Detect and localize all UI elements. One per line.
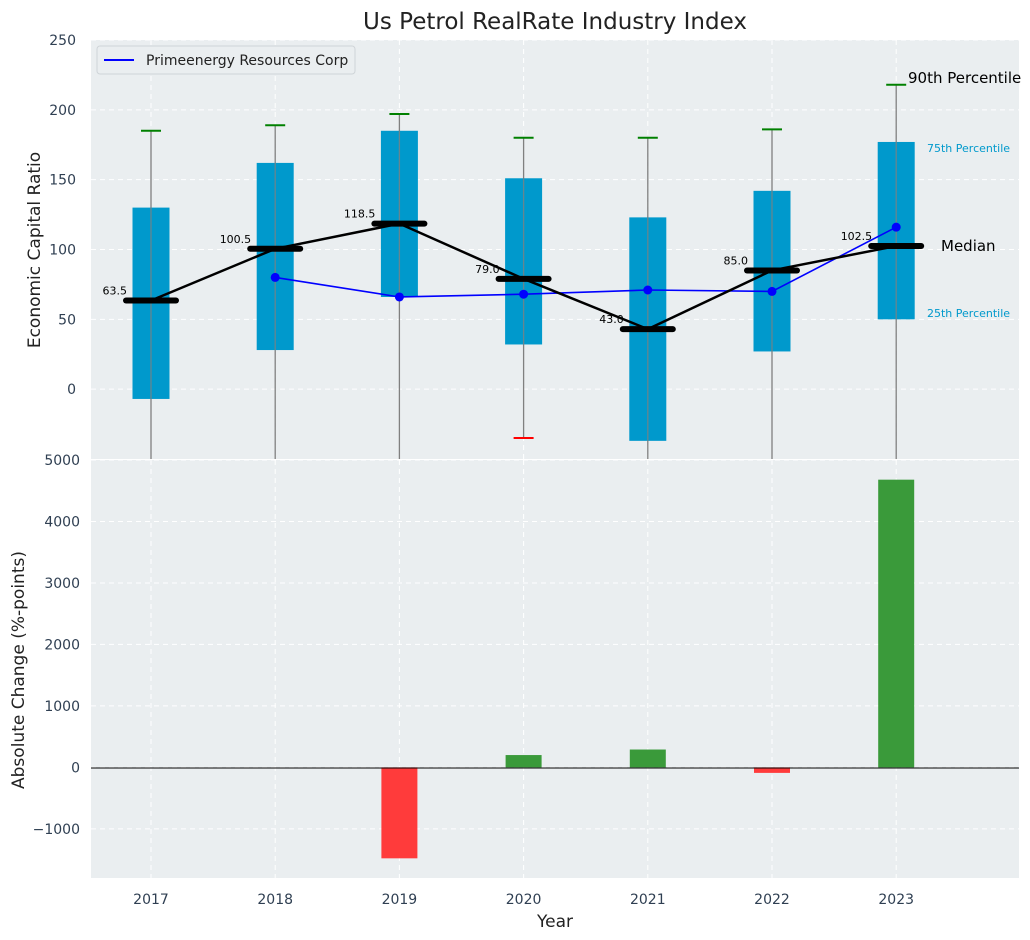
- x-tick-label: 2017: [133, 892, 169, 908]
- company-series: [270, 222, 901, 302]
- legend-label: Primeenergy Resources Corp: [146, 53, 348, 69]
- y-tick-label: 1000: [44, 699, 80, 715]
- chart-title: Us Petrol RealRate Industry Index: [363, 9, 747, 35]
- legend: Primeenergy Resources Corp: [96, 45, 356, 75]
- top-y-axis-label: Economic Capital Ratio: [25, 152, 45, 348]
- y-tick-label: 0: [71, 760, 80, 776]
- median-value-label: 85.0: [724, 254, 749, 267]
- y-tick-label: 0: [67, 382, 76, 398]
- x-ticks: 2017 2018 2019 2020 2021 2022 2023: [133, 892, 914, 908]
- y-tick-label: 250: [49, 33, 76, 49]
- x-tick-label: 2022: [754, 892, 790, 908]
- y-tick-label: 2000: [44, 637, 80, 653]
- median-trend-line: [150, 222, 897, 331]
- x-tick-label: 2020: [506, 892, 542, 908]
- company-series-point: [394, 292, 404, 302]
- box-2020: 79.0: [475, 136, 552, 440]
- change-bar-2021: [629, 749, 666, 768]
- y-tick-label: 3000: [44, 576, 80, 592]
- y-tick-label: 5000: [44, 453, 80, 469]
- y-tick-label: 150: [49, 173, 76, 189]
- box-2019: 118.5: [344, 113, 428, 459]
- change-bar-2019: [381, 767, 418, 859]
- median-trend: [150, 222, 897, 331]
- x-tick-label: 2021: [630, 892, 666, 908]
- median-value-label: 102.5: [841, 230, 873, 243]
- y-tick-label: 50: [58, 312, 76, 328]
- change-bar-2023: [878, 479, 915, 768]
- median-value-label: 79.0: [475, 263, 500, 276]
- company-series-point: [270, 272, 280, 282]
- top-y-ticks: 0 50 100 150 200 250: [49, 33, 76, 398]
- annotation-median: Median: [941, 237, 996, 255]
- y-tick-label: −1000: [33, 822, 80, 838]
- x-tick-label: 2018: [257, 892, 293, 908]
- annotation-75th: 75th Percentile: [927, 142, 1010, 155]
- change-bar-2022: [754, 767, 790, 773]
- x-tick-label: 2023: [878, 892, 914, 908]
- y-tick-label: 4000: [44, 514, 80, 530]
- y-tick-label: 200: [49, 103, 76, 119]
- company-series-point: [519, 289, 529, 299]
- company-series-line: [275, 226, 897, 298]
- median-value-label: 100.5: [220, 233, 252, 246]
- legend-box: [96, 45, 356, 75]
- percentile-annotations: 90th Percentile 75th Percentile Median 2…: [908, 69, 1021, 320]
- bottom-grid: [91, 459, 1019, 878]
- company-series-point: [891, 222, 901, 232]
- y-tick-label: 100: [49, 243, 76, 259]
- box-2017: 63.5: [103, 129, 179, 459]
- annotation-90th: 90th Percentile: [908, 69, 1021, 87]
- annotation-25th: 25th Percentile: [927, 307, 1010, 320]
- bottom-y-ticks: −1000 0 1000 2000 3000 4000 5000: [33, 453, 80, 838]
- bottom-y-axis-label: Absolute Change (%-points): [9, 551, 29, 789]
- change-bars: [381, 479, 915, 859]
- bottom-panel-background: [91, 460, 1019, 878]
- x-tick-label: 2019: [382, 892, 418, 908]
- median-value-label: 118.5: [344, 208, 376, 221]
- change-bar-2020: [505, 755, 542, 768]
- x-axis-label: Year: [536, 912, 573, 932]
- median-value-label: 63.5: [103, 284, 128, 297]
- company-series-point: [767, 286, 777, 296]
- company-series-point: [643, 285, 653, 295]
